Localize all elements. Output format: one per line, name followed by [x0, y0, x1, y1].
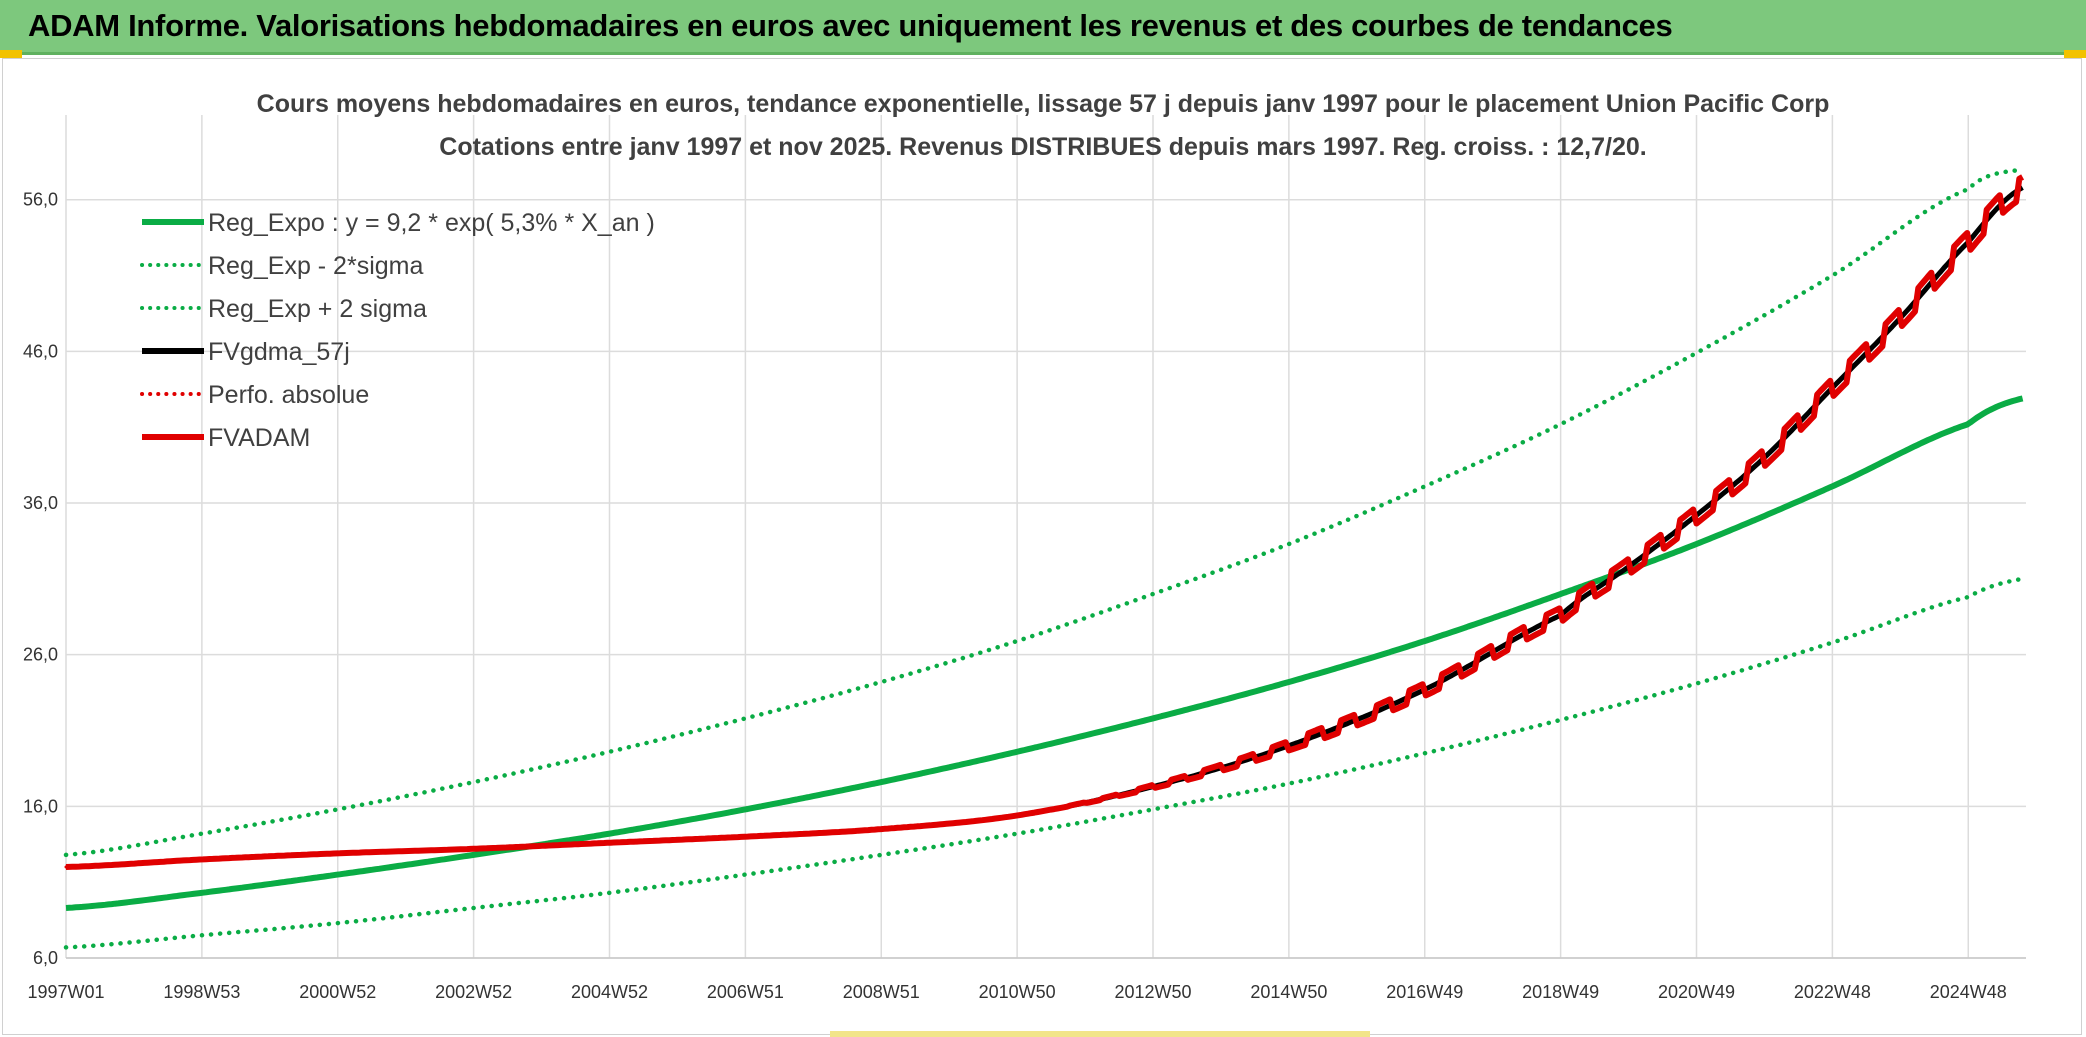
- series-line-1: [63, 576, 2025, 950]
- x-tick-label: 2020W49: [1658, 982, 1735, 1002]
- y-tick-label: 46,0: [23, 341, 58, 361]
- x-tick-label: 2014W50: [1250, 982, 1327, 1002]
- x-tick-label: 2008W51: [843, 982, 920, 1002]
- chart-subtitle: Cotations entre janv 1997 et nov 2025. R…: [439, 133, 1646, 161]
- x-tick-label: 1997W01: [27, 982, 104, 1002]
- y-tick-label: 56,0: [23, 190, 58, 210]
- y-tick-label: 26,0: [23, 645, 58, 665]
- bottom-accent: [830, 1031, 1370, 1037]
- header-bar: ADAM Informe. Valorisations hebdomadaire…: [0, 0, 2086, 58]
- x-tick-label: 2000W52: [299, 982, 376, 1002]
- series-line-3: [65, 185, 2024, 870]
- axes: 6,0 16,0 26,0 36,0 46,0 56,0 1997W01 1998W53 200…: [23, 190, 2026, 1002]
- y-tick-label: 6,0: [33, 948, 58, 968]
- series-layer: [63, 167, 2025, 950]
- page-title: ADAM Informe. Valorisations hebdomadaire…: [28, 8, 1673, 43]
- series-line-4: [64, 175, 2025, 869]
- y-tick-label: 16,0: [23, 796, 58, 816]
- y-tick-label: 36,0: [23, 493, 58, 513]
- x-tick-label: 2018W49: [1522, 982, 1599, 1002]
- x-tick-label: 2010W50: [979, 982, 1056, 1002]
- x-tick-label: 2004W52: [571, 982, 648, 1002]
- chart-title: Cours moyens hebdomadaires en euros, ten…: [257, 90, 1830, 118]
- legend-label: Reg_Exp + 2 sigma: [208, 295, 427, 323]
- legend: Reg_Expo : y = 9,2 * exp( 5,3% * X_an ) R…: [140, 209, 655, 452]
- legend-label: Reg_Exp - 2*sigma: [208, 252, 423, 280]
- x-tick-label: 2012W50: [1114, 982, 1191, 1002]
- header-corner-left: [0, 50, 22, 58]
- x-tick-label: 1998W53: [163, 982, 240, 1002]
- legend-label: FVgdma_57j: [208, 338, 350, 366]
- x-tick-label: 2002W52: [435, 982, 512, 1002]
- legend-label: Reg_Expo : y = 9,2 * exp( 5,3% * X_an ): [208, 209, 655, 237]
- x-tick-label: 2024W48: [1930, 982, 2007, 1002]
- legend-label: FVADAM: [208, 424, 310, 452]
- header-corner-right: [2064, 50, 2086, 58]
- x-tick-label: 2022W48: [1794, 982, 1871, 1002]
- x-tick-label: 2016W49: [1386, 982, 1463, 1002]
- grid: [65, 115, 2026, 959]
- series-line-5: [65, 174, 2025, 870]
- series-line-0: [65, 395, 2024, 911]
- x-tick-label: 2006W51: [707, 982, 784, 1002]
- legend-label: Perfo. absolue: [208, 381, 369, 409]
